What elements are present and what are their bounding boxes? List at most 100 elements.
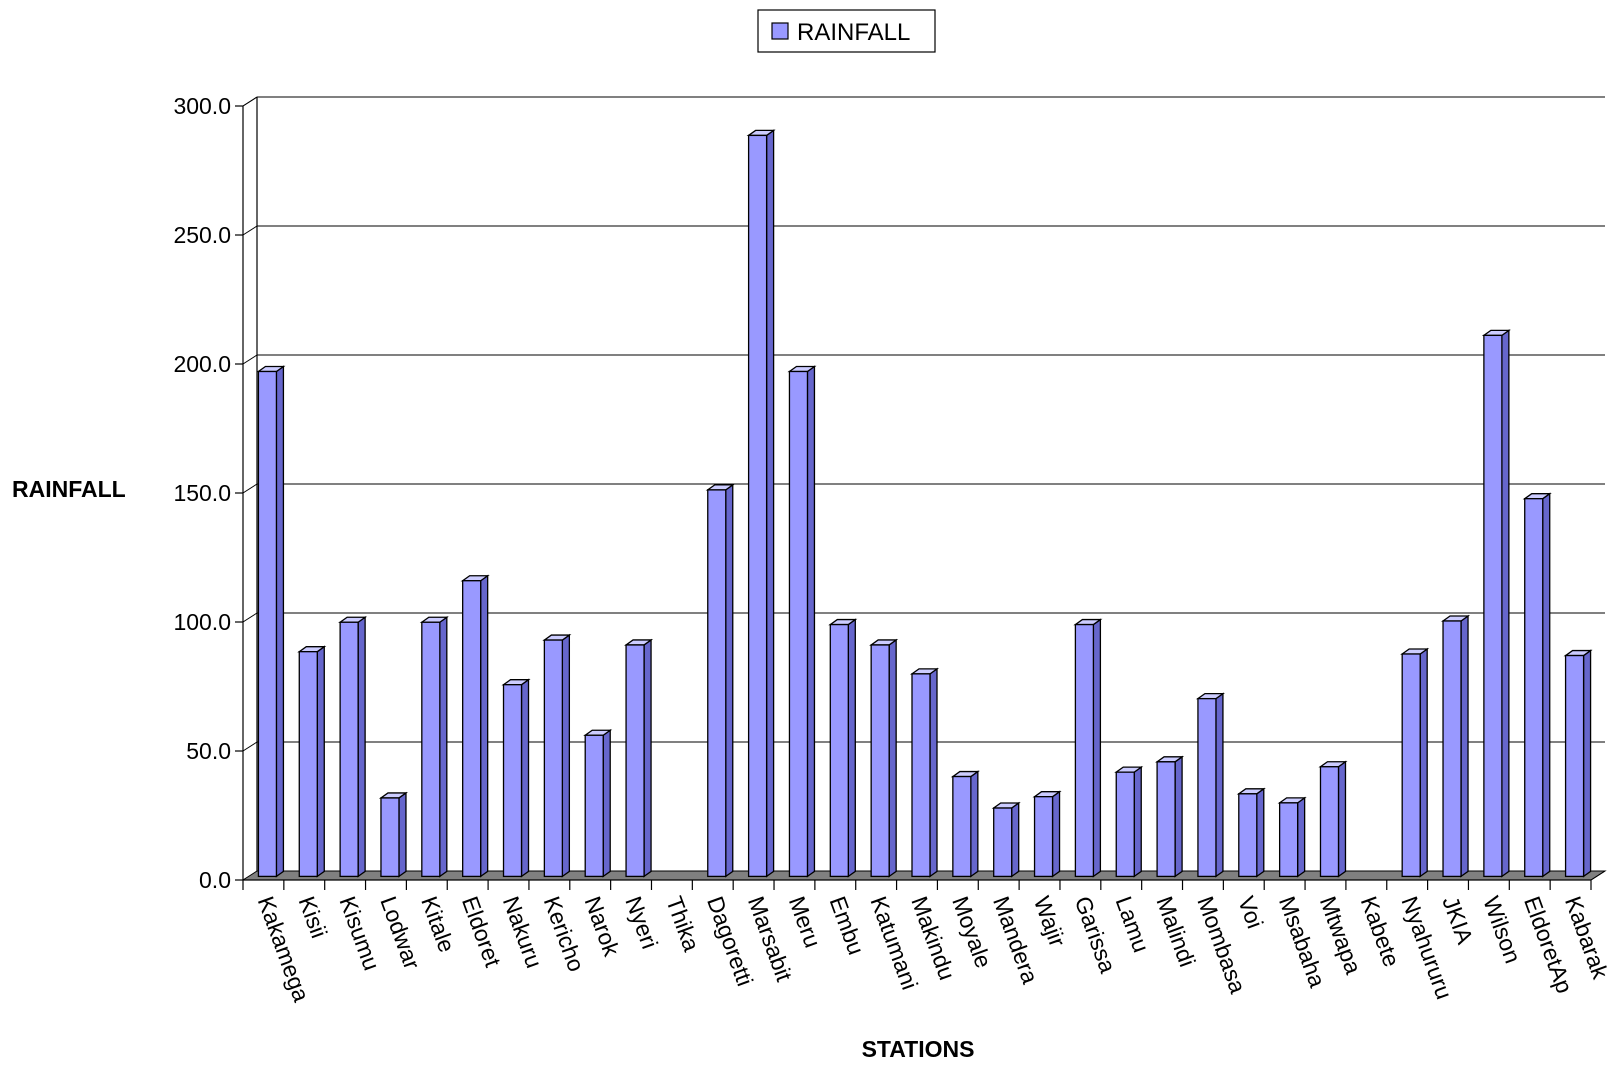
- gridline-side: [242, 225, 258, 236]
- y-tick-label: 0.0: [199, 867, 231, 893]
- y-tick-label: 150.0: [173, 480, 231, 506]
- y-tick-label: 300.0: [173, 93, 231, 119]
- bar-side: [1582, 649, 1592, 878]
- x-tick-label: Wilson: [1478, 893, 1526, 967]
- bar-front: [584, 734, 604, 878]
- x-tick-label: Nyeri: [620, 893, 663, 952]
- bar: [1114, 765, 1144, 878]
- x-tick-label: Kitale: [416, 893, 460, 956]
- bar-side: [1296, 796, 1306, 878]
- bar-front: [1156, 761, 1176, 878]
- bar: [828, 618, 858, 878]
- bar: [1073, 618, 1103, 878]
- bar: [256, 365, 286, 878]
- bar-side: [1419, 647, 1428, 878]
- bar-side: [1133, 765, 1142, 878]
- y-axis-title: RAINFALL: [12, 476, 126, 502]
- gridline-side: [242, 96, 258, 107]
- bar-front: [829, 623, 849, 878]
- bar-side: [520, 678, 530, 878]
- bar-front: [1483, 334, 1503, 878]
- bar-side: [275, 365, 285, 878]
- bar: [1441, 614, 1471, 878]
- bar-front: [380, 797, 400, 878]
- gridline-side: [242, 483, 258, 494]
- bar-side: [439, 615, 448, 878]
- bar-front: [707, 489, 727, 878]
- bar: [1522, 492, 1552, 878]
- legend: RAINFALL: [757, 9, 936, 53]
- bar: [624, 638, 654, 878]
- bar: [338, 615, 368, 878]
- x-tick-label: Thika: [661, 893, 705, 955]
- bar: [1481, 329, 1511, 878]
- x-tick-label: Voi: [1233, 893, 1268, 932]
- bar: [1236, 787, 1266, 878]
- bar-side: [1501, 329, 1510, 878]
- bar: [419, 615, 449, 878]
- bar-side: [357, 615, 366, 878]
- x-axis-title: STATIONS: [862, 1036, 975, 1062]
- bar: [991, 801, 1021, 878]
- bar: [909, 667, 940, 878]
- bar-front: [1564, 654, 1585, 878]
- bar-side: [561, 633, 571, 878]
- bar: [460, 574, 490, 878]
- bar: [501, 678, 531, 878]
- bar-front: [625, 644, 645, 878]
- bar: [1400, 647, 1430, 878]
- bar: [1277, 796, 1307, 878]
- bar: [583, 728, 613, 878]
- bar-side: [1051, 790, 1061, 878]
- bar-front: [1115, 771, 1135, 878]
- bar-side: [1460, 614, 1469, 878]
- bar-front: [502, 684, 523, 878]
- bar-side: [316, 645, 325, 878]
- gridline-side: [242, 354, 258, 365]
- bar-side: [480, 574, 489, 878]
- bar: [705, 483, 735, 878]
- x-tick-label: Embu: [825, 893, 870, 958]
- bar: [297, 645, 327, 878]
- bar-front: [421, 621, 441, 878]
- bar: [787, 365, 817, 878]
- y-tick-label: 200.0: [173, 351, 231, 377]
- bar-side: [1337, 760, 1347, 878]
- bar-front: [1238, 793, 1258, 878]
- bar-side: [1256, 787, 1265, 878]
- bar: [746, 129, 776, 878]
- bar-front: [1033, 796, 1054, 878]
- axes: [235, 105, 1606, 890]
- bar: [869, 638, 899, 878]
- x-tick-label: Lamu: [1111, 893, 1155, 956]
- bar-front: [257, 370, 278, 878]
- bar-side: [1542, 492, 1551, 878]
- bar: [1195, 692, 1225, 878]
- y-tick-label: 250.0: [173, 222, 231, 248]
- bar-front: [543, 639, 564, 878]
- gridline-side: [242, 612, 258, 623]
- bar: [1155, 755, 1185, 878]
- bar-side: [806, 365, 816, 878]
- bar: [1318, 760, 1348, 878]
- bars: [256, 129, 1593, 878]
- y-tick-label: 100.0: [173, 609, 231, 635]
- bar-front: [1197, 697, 1217, 878]
- bar-side: [602, 728, 611, 878]
- bar: [1563, 649, 1593, 878]
- bar-side: [1011, 801, 1020, 878]
- gridline-side: [242, 741, 258, 752]
- floor-right-edge: [1590, 870, 1606, 881]
- bar: [1032, 790, 1062, 878]
- x-tick-label: Meru: [784, 893, 826, 951]
- y-tick-label: 50.0: [186, 738, 231, 764]
- x-tick-label: Kisii: [294, 893, 333, 942]
- bar-side: [847, 618, 856, 878]
- bar-side: [398, 791, 407, 878]
- bar-front: [1319, 766, 1340, 878]
- bar-side: [1092, 618, 1102, 878]
- legend-swatch: [771, 22, 789, 40]
- bar-front: [1442, 620, 1462, 878]
- bar-side: [970, 770, 979, 878]
